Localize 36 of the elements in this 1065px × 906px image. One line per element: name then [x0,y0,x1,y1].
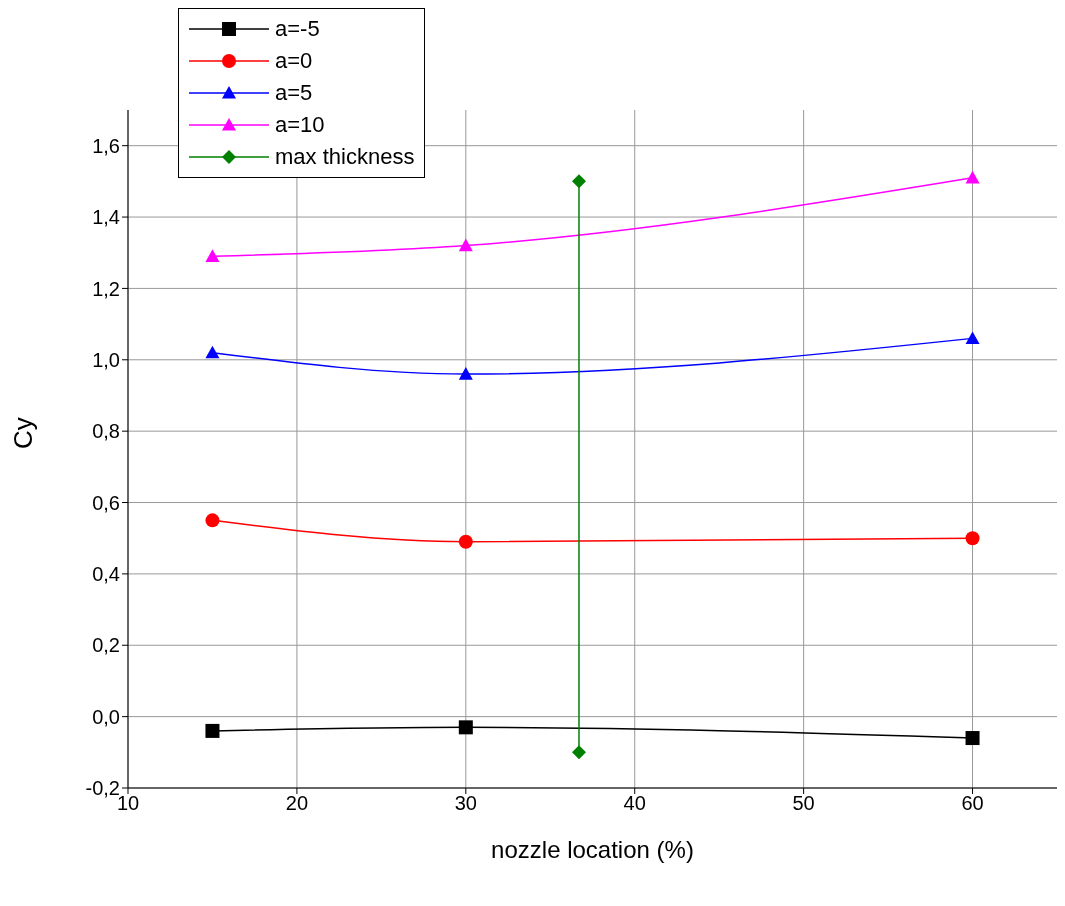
y-tick-label: 0,6 [92,491,120,514]
x-axis-title: nozzle location (%) [491,836,694,863]
point [571,174,586,189]
x-tick-label: 40 [623,792,646,815]
x-tick-label: 60 [961,792,984,815]
point [458,720,473,735]
point [205,723,220,738]
legend-label: a=0 [275,48,313,74]
point [458,367,473,380]
y-tick-label: -0,2 [85,777,120,800]
point [205,249,220,262]
y-tick-label: 1,6 [92,134,120,157]
y-tick-label: 1,2 [92,277,120,300]
point [965,331,980,344]
point [458,534,473,549]
y-tick-label: 1,4 [92,206,120,229]
y-tick-label: 0,0 [92,705,120,728]
point [965,731,980,746]
y-tick-label: 1,0 [92,348,120,371]
legend-label: max thickness [275,144,415,170]
x-tick-label: 20 [285,792,309,815]
point [965,170,980,184]
legend-label: a=5 [275,80,313,106]
x-tick-label: 50 [792,792,815,815]
point [458,238,473,252]
point [205,345,220,359]
x-tick-label: 30 [454,792,477,815]
legend-label: a=-5 [275,16,320,42]
y-axis-title: Cy [8,417,39,449]
point [965,531,980,546]
y-tick-label: 0,8 [92,420,120,443]
legend-label: a=10 [275,112,325,138]
point [571,745,586,760]
y-tick-label: 0,4 [92,562,120,585]
y-tick-label: 0,2 [92,634,120,657]
point [205,513,220,528]
